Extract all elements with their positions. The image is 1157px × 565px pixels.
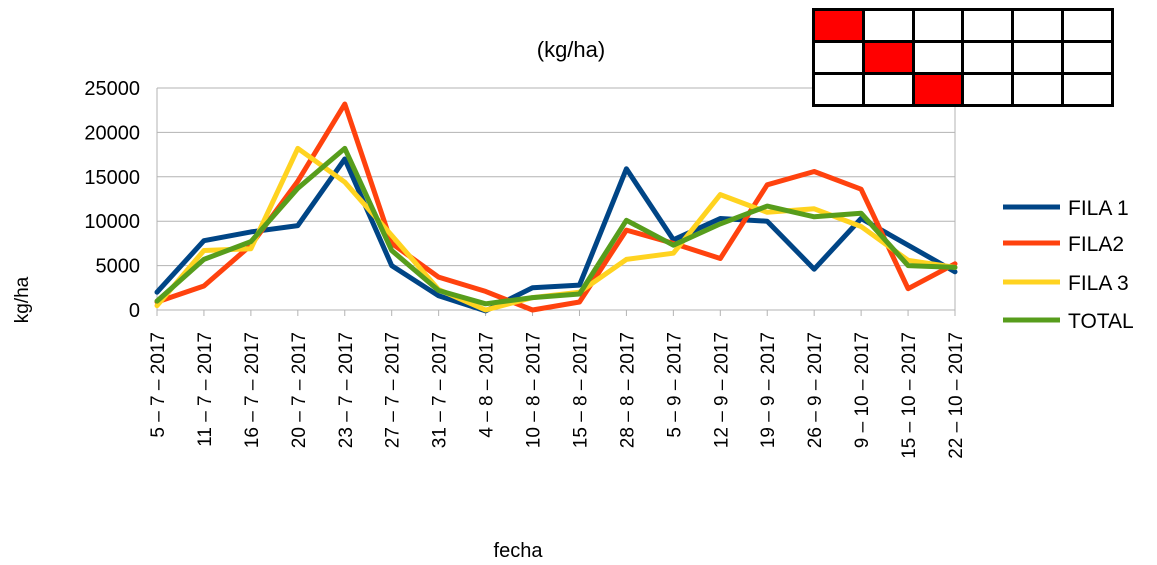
y-tick-label: 10000 xyxy=(84,211,140,233)
indicator-cell xyxy=(864,75,912,104)
indicator-cell xyxy=(914,11,962,40)
x-tick-label: 23 – 7 – 2017 xyxy=(336,332,357,448)
indicator-cell xyxy=(1064,75,1111,104)
legend-label: TOTAL xyxy=(1068,310,1134,333)
indicator-cell xyxy=(964,11,1012,40)
y-tick-label: 5000 xyxy=(96,256,141,278)
y-tick-label: 20000 xyxy=(84,122,140,144)
indicator-cell xyxy=(914,75,962,104)
x-tick-labels: 5 – 7 – 2017 11 – 7 – 2017 16 – 7 – 2017 20… xyxy=(148,332,967,459)
x-tick-label: 20 – 7 – 2017 xyxy=(289,332,310,448)
chart-title: (kg/ha) xyxy=(537,37,605,62)
indicator-cell xyxy=(815,11,862,40)
series-lines xyxy=(154,101,958,314)
x-tick-label: 5 – 9 – 2017 xyxy=(664,332,685,438)
legend-label: FILA2 xyxy=(1068,233,1124,256)
axes xyxy=(156,88,956,316)
indicator-cell xyxy=(964,75,1012,104)
y-tick-label: 0 xyxy=(129,300,140,322)
indicator-cell xyxy=(864,11,912,40)
indicator-cell xyxy=(1064,11,1111,40)
x-tick-label: 15 – 10 – 2017 xyxy=(899,332,920,459)
indicator-cell xyxy=(1064,43,1111,72)
y-tick-labels: 0 5000 10000 15000 20000 25000 xyxy=(84,78,140,322)
series-line-fila-1 xyxy=(154,156,958,314)
x-tick-label: 9 – 10 – 2017 xyxy=(852,332,873,448)
x-tick-label: 26 – 9 – 2017 xyxy=(805,332,826,448)
series-line-total xyxy=(154,145,958,307)
indicator-cell xyxy=(964,43,1012,72)
indicator-cell xyxy=(815,43,862,72)
legend-label: FILA 3 xyxy=(1068,272,1129,295)
x-tick-label: 5 – 7 – 2017 xyxy=(148,332,169,438)
legend: FILA 1 FILA2 FILA 3 TOTAL xyxy=(1003,197,1134,333)
x-tick-label: 19 – 9 – 2017 xyxy=(758,332,779,448)
gridlines xyxy=(157,87,955,311)
x-tick-label: 22 – 10 – 2017 xyxy=(946,332,967,459)
x-tick-label: 31 – 7 – 2017 xyxy=(430,332,451,448)
indicator-cell xyxy=(815,75,862,104)
series-line-fila2 xyxy=(154,101,958,313)
x-axis-label: fecha xyxy=(494,540,544,562)
x-tick-label: 27 – 7 – 2017 xyxy=(383,332,404,448)
indicator-cell xyxy=(1014,11,1062,40)
x-tick-label: 10 – 8 – 2017 xyxy=(524,332,545,448)
x-tick-label: 16 – 7 – 2017 xyxy=(242,332,263,448)
selection-indicator-grid xyxy=(812,8,1114,107)
x-tick-label: 15 – 8 – 2017 xyxy=(570,332,591,448)
x-tick-label: 11 – 7 – 2017 xyxy=(195,332,216,447)
indicator-cell xyxy=(914,43,962,72)
indicator-cell xyxy=(864,43,912,72)
x-tick-label: 12 – 9 – 2017 xyxy=(711,332,732,448)
y-tick-label: 25000 xyxy=(84,78,140,100)
y-axis-label: kg/ha xyxy=(12,276,33,323)
indicator-cell xyxy=(1014,75,1062,104)
y-tick-label: 15000 xyxy=(84,167,140,189)
legend-label: FILA 1 xyxy=(1068,197,1129,220)
x-tick-label: 28 – 8 – 2017 xyxy=(617,332,638,448)
indicator-cell xyxy=(1014,43,1062,72)
x-tick-label: 4 – 8 – 2017 xyxy=(477,332,498,438)
